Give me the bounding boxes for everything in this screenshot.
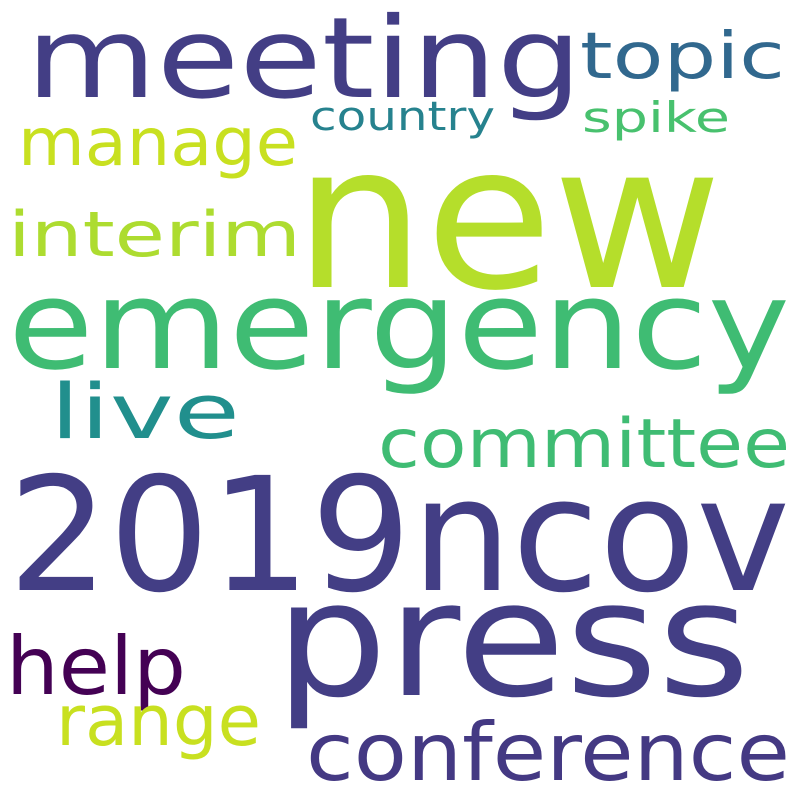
word-emergency: emergency: [8, 254, 790, 398]
word-live: live: [50, 367, 240, 456]
word-2019ncov: 2019ncov: [8, 444, 790, 628]
word-new: new: [294, 102, 722, 335]
word-meeting: meeting: [26, 0, 582, 124]
word-spike: spike: [582, 93, 730, 142]
word-manage: manage: [18, 104, 298, 181]
word-country: country: [310, 94, 495, 140]
word-help: help: [6, 620, 186, 713]
word-interim: interim: [8, 198, 301, 271]
word-committee: committee: [378, 405, 790, 484]
word-conference: conference: [306, 706, 790, 799]
word-range: range: [56, 680, 261, 762]
word-topic: topic: [580, 20, 785, 94]
word-press: press: [275, 546, 750, 733]
